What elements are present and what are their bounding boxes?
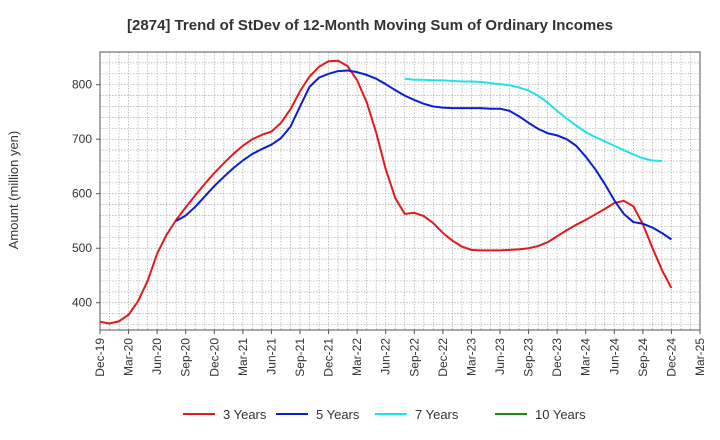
x-tick-label: Sep-23 [522,338,536,377]
series-line-5-years [175,69,672,241]
x-tick-label: Dec-21 [322,338,336,377]
y-tick-label: 800 [72,78,92,92]
x-tick-label: Jun-20 [150,338,164,375]
x-tick-label: Sep-22 [407,338,421,377]
x-tick-label: Mar-22 [350,338,364,376]
x-tick-label: Jun-21 [264,338,278,375]
y-tick-label: 700 [72,132,92,146]
y-axis-label: Amount (million yen) [6,131,21,250]
legend-label: 5 Years [316,407,360,422]
x-tick-label: Dec-23 [550,338,564,377]
legend-label: 7 Years [415,407,459,422]
x-tick-label: Mar-25 [693,338,707,376]
x-ticks: Dec-19 Mar-20 Jun-20 Sep-20 Dec-20 Mar-21 Jun-… [93,330,707,377]
series-line-3-years [99,59,673,325]
x-tick-label: Mar-20 [122,338,136,376]
x-tick-label: Sep-20 [179,338,193,377]
series-group [99,59,673,325]
x-tick-label: Sep-24 [636,338,650,377]
x-tick-label: Dec-24 [664,338,678,377]
x-tick-label: Jun-22 [379,338,393,375]
y-ticks: 400 500 600 700 800 [72,78,100,310]
x-tick-label: Mar-21 [236,338,250,376]
x-tick-label: Jun-23 [493,338,507,375]
x-tick-label: Jun-24 [607,338,621,375]
x-tick-label: Mar-24 [579,338,593,376]
grid [99,51,701,330]
plot-frame [99,51,701,331]
legend: 3 Years 5 Years 7 Years 10 Years [183,407,586,422]
y-tick-label: 500 [72,241,92,255]
chart-title: [2874] Trend of StDev of 12-Month Moving… [127,17,613,34]
legend-label: 3 Years [223,407,267,422]
y-tick-label: 600 [72,187,92,201]
x-tick-label: Mar-23 [464,338,478,376]
x-tick-label: Dec-20 [207,338,221,377]
x-tick-label: Sep-21 [293,338,307,377]
x-tick-label: Dec-22 [436,338,450,377]
x-tick-label: Dec-19 [93,338,107,377]
y-tick-label: 400 [72,296,92,310]
series-line-7-years [404,77,662,163]
legend-label: 10 Years [535,407,586,422]
